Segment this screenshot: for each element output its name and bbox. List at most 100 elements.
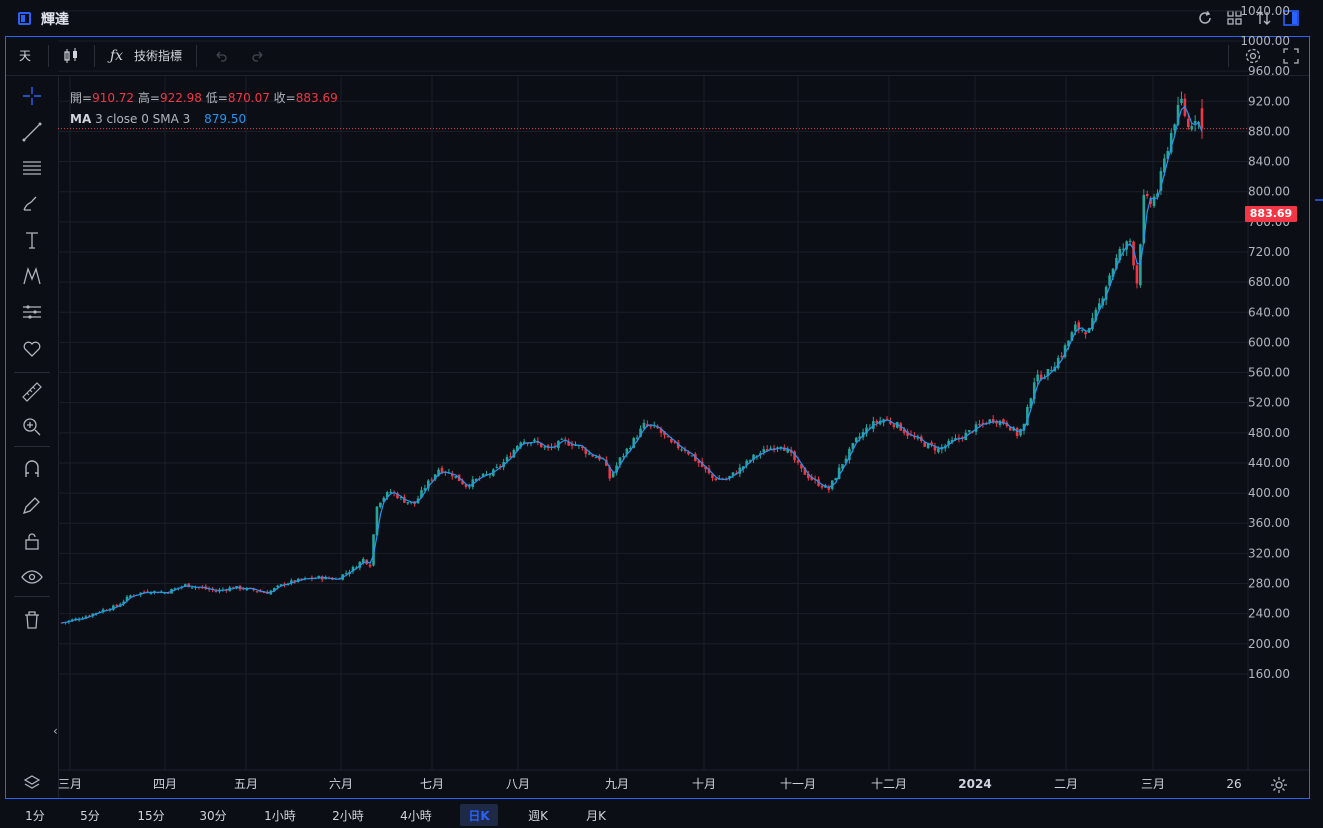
candle-body [1008,427,1012,431]
candle-body [190,587,194,589]
brush-icon[interactable] [20,192,44,216]
trash-icon[interactable] [20,608,44,632]
candle-body [1050,370,1053,372]
candle-body [649,425,653,427]
interval-2h[interactable]: 2小時 [332,809,364,823]
interval-15m[interactable]: 15分 [137,809,165,823]
interval-button[interactable]: 天 [19,49,32,63]
refresh-icon[interactable] [1196,9,1214,27]
time-tick-label: 三月 [1141,777,1165,791]
candle-body [454,476,457,478]
fullscreen-icon[interactable] [1282,47,1300,65]
candle-body [406,502,410,504]
time-tick-label: 26 [1226,777,1241,791]
candle-body [937,448,940,453]
candle-body [752,454,755,460]
candle-body [625,448,629,455]
candle-body [670,439,673,443]
collapse-arrow-icon[interactable]: ‹ [53,724,58,738]
interval-1m[interactable]: 1分 [25,809,45,823]
zoom-in-icon[interactable] [20,415,44,439]
magnet-icon[interactable] [20,457,44,481]
candle-body [594,457,598,459]
lock-icon[interactable] [20,529,44,553]
redo-icon[interactable] [250,48,266,64]
sidebar-toggle-icon[interactable] [1282,9,1300,27]
candle-body [676,442,680,449]
trend-line-icon[interactable] [20,120,44,144]
candle-body [1115,257,1118,269]
layout-grid-icon[interactable] [1226,9,1244,27]
grid-lines [58,10,1248,770]
price-tick-label: 280.00 [1248,577,1290,591]
candle-style-icon[interactable] [62,47,80,65]
candle-body [399,496,403,498]
undo-icon[interactable] [213,48,229,64]
indicators-button[interactable]: 技術指標 [134,49,183,63]
candle-body [741,466,745,470]
price-tick-label: 600.00 [1248,335,1290,349]
last-price-badge: 883.69 [1245,206,1297,222]
axis-settings-icon[interactable] [1270,776,1288,794]
candle-body [481,473,485,477]
interval-5m[interactable]: 5分 [80,809,100,823]
candle-body [858,436,861,439]
candle-body [1094,309,1098,321]
interval-weekly[interactable]: 週K [528,809,548,823]
function-icon[interactable]: ƒx [110,48,124,64]
panel-icon[interactable] [18,12,31,25]
interval-4h[interactable]: 4小時 [400,809,432,823]
eye-icon[interactable] [20,565,44,589]
candle-body [252,588,256,591]
candle-body [1193,120,1197,124]
candle-body [892,424,896,427]
interval-1h[interactable]: 1小時 [264,809,296,823]
prediction-icon[interactable] [20,300,44,324]
layers-icon[interactable] [23,774,41,792]
ma-legend[interactable]: MA 3 close 0 SMA 3 879.50 [70,112,246,126]
candle-body [355,567,358,569]
candle-body [639,428,642,437]
candle-body [382,497,386,502]
candle-body [543,446,547,448]
candle-body [748,460,752,462]
time-tick-label: 六月 [329,777,353,791]
candle-body [533,439,536,441]
price-tick-label: 640.00 [1248,305,1290,319]
interval-daily[interactable]: 日K [460,804,498,826]
candle-body [464,484,468,487]
candle-body [1091,318,1094,329]
interval-30m[interactable]: 30分 [199,809,227,823]
price-tick-label: 880.00 [1248,124,1290,138]
candle-body [262,592,266,594]
candle-body [1012,427,1016,431]
heart-icon[interactable] [20,336,44,360]
ma-line [61,105,1203,624]
candle-body [437,469,440,476]
top-bar: 輝達 [0,0,1323,36]
time-axis: 三月 四月 五月 六月 七月 八月 九月 十月 十一月 十二月 2024 二月 三月 26 [58,777,1242,791]
candle-body [423,488,427,491]
pattern-icon[interactable] [20,264,44,288]
text-tool-icon[interactable] [20,228,44,252]
candle-body [125,596,129,601]
price-tick-label: 920.00 [1248,94,1290,108]
price-tick-label: 480.00 [1248,426,1290,440]
candle-body [1121,248,1125,250]
interval-monthly[interactable]: 月K [586,809,606,823]
candle-body [926,443,930,449]
ruler-icon[interactable] [20,380,44,404]
sort-arrows-icon[interactable] [1255,9,1273,27]
candle-body [656,426,659,429]
pencil-lock-icon[interactable] [20,493,44,517]
time-tick-label: 十二月 [871,777,907,791]
crosshair-icon[interactable] [20,84,44,108]
candle-body [841,464,844,469]
candle-body [427,480,430,489]
horizontal-lines-icon[interactable] [20,156,44,180]
candle-body [389,491,392,493]
settings-gear-icon[interactable] [1244,47,1262,65]
candle-body [293,580,297,583]
candle-body [584,448,588,454]
